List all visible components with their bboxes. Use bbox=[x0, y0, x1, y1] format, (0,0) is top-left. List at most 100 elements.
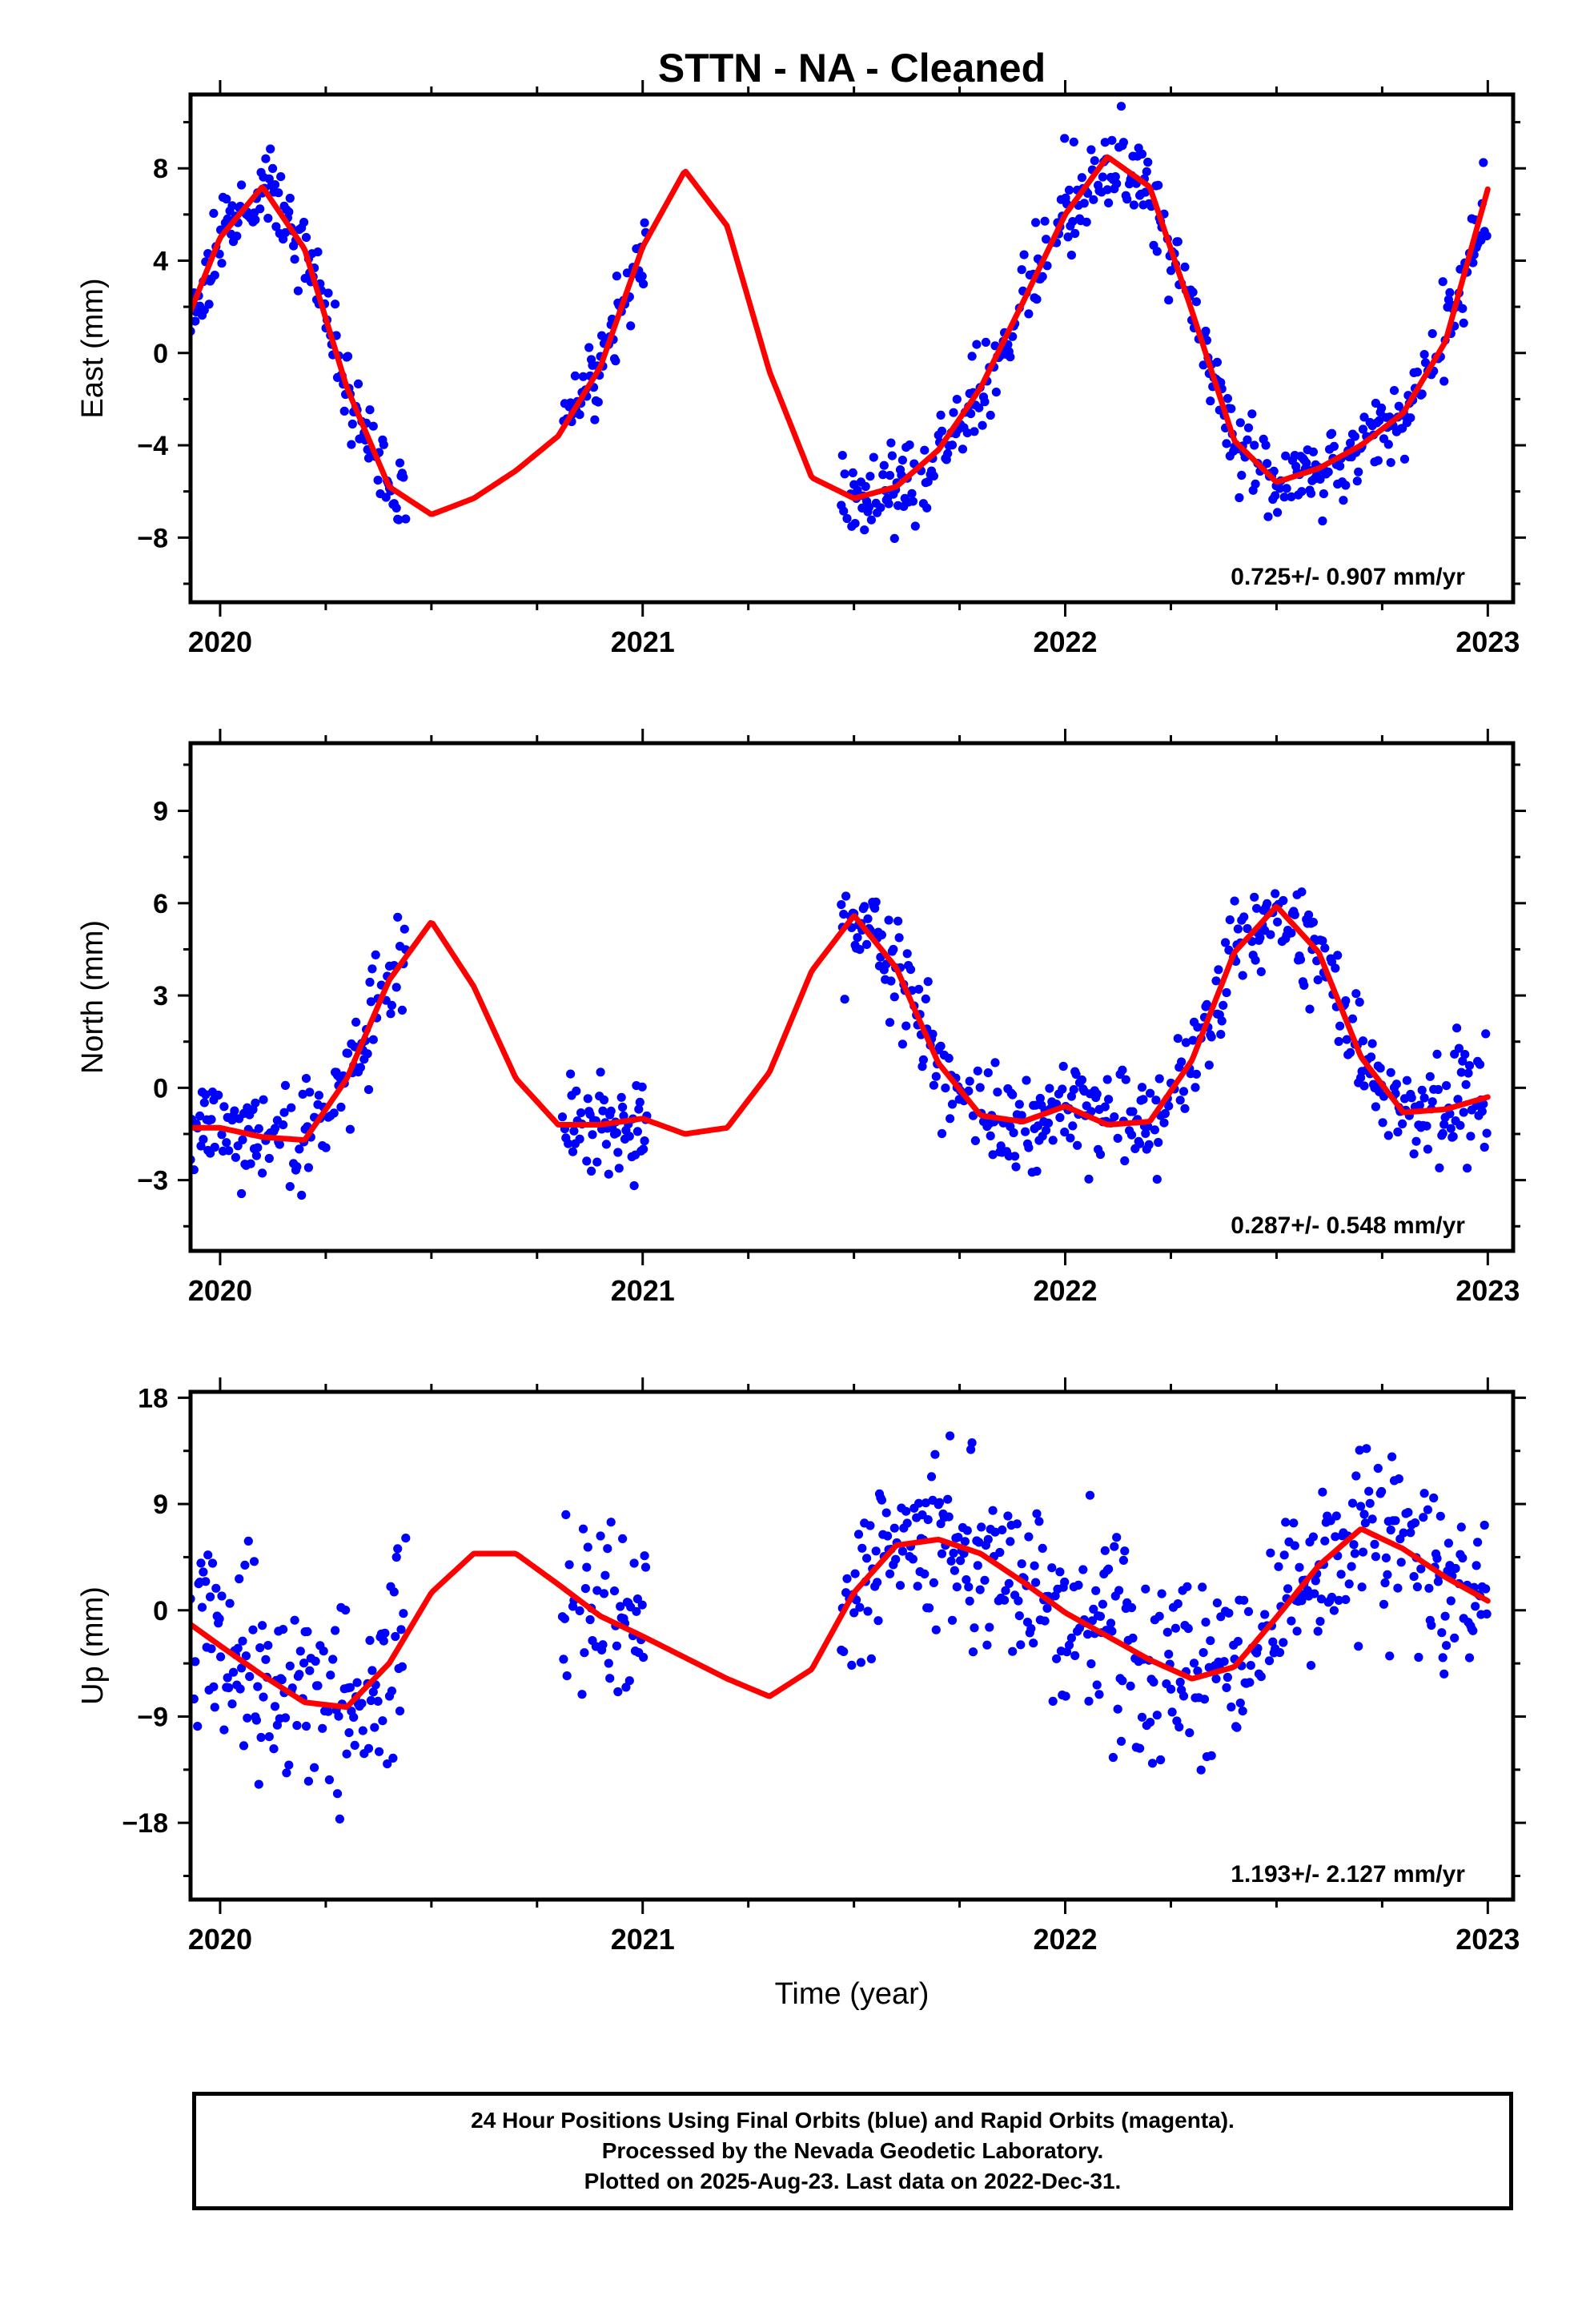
data-point bbox=[1048, 1696, 1058, 1706]
data-point bbox=[1466, 1132, 1476, 1141]
data-point bbox=[577, 1690, 587, 1699]
data-point bbox=[616, 1602, 625, 1611]
data-point bbox=[1341, 996, 1351, 1006]
data-point bbox=[1412, 1582, 1422, 1592]
data-point bbox=[227, 201, 237, 211]
data-point bbox=[255, 204, 265, 214]
data-point bbox=[1287, 1616, 1296, 1626]
data-point bbox=[280, 1713, 291, 1723]
data-point bbox=[1464, 1061, 1475, 1071]
data-point bbox=[1387, 1452, 1397, 1462]
data-point bbox=[1371, 1102, 1380, 1112]
data-point bbox=[1308, 447, 1318, 456]
data-point bbox=[222, 1138, 231, 1148]
data-point bbox=[1417, 1085, 1427, 1095]
data-point bbox=[314, 1091, 323, 1100]
data-point bbox=[1066, 1092, 1076, 1101]
data-point bbox=[279, 1625, 288, 1634]
data-point bbox=[1281, 1518, 1291, 1527]
data-point bbox=[1207, 1751, 1216, 1760]
plot-frame bbox=[188, 92, 1516, 605]
data-point bbox=[243, 1536, 253, 1546]
data-point bbox=[1006, 352, 1015, 362]
data-point bbox=[1251, 955, 1260, 965]
y-axis-label: Up (mm) bbox=[76, 1586, 110, 1705]
data-point bbox=[1238, 971, 1247, 980]
data-point bbox=[946, 1114, 955, 1124]
data-point bbox=[297, 1190, 307, 1200]
data-point bbox=[1141, 1128, 1150, 1138]
data-point bbox=[1383, 1131, 1393, 1140]
data-point bbox=[301, 232, 311, 243]
data-point bbox=[290, 1615, 299, 1625]
data-point bbox=[191, 1657, 200, 1667]
data-point bbox=[1095, 1149, 1106, 1160]
data-point bbox=[986, 1131, 995, 1140]
data-point bbox=[235, 1574, 244, 1584]
data-point bbox=[935, 1498, 945, 1507]
data-point bbox=[1362, 1444, 1371, 1454]
data-point bbox=[1311, 1576, 1320, 1586]
data-point bbox=[1354, 1642, 1363, 1651]
data-point bbox=[206, 1148, 215, 1158]
data-point bbox=[1204, 1060, 1214, 1070]
data-point bbox=[264, 1732, 274, 1742]
data-point bbox=[1098, 1599, 1107, 1609]
data-point bbox=[1235, 418, 1245, 428]
y-tick-label: 9 bbox=[153, 1490, 168, 1520]
data-point bbox=[1104, 1564, 1114, 1574]
data-point bbox=[1473, 1538, 1483, 1547]
data-point bbox=[894, 933, 904, 943]
data-point bbox=[1223, 1672, 1232, 1683]
data-point bbox=[866, 1654, 876, 1663]
data-point bbox=[217, 259, 227, 268]
data-point bbox=[578, 1524, 588, 1534]
data-point bbox=[395, 1707, 405, 1716]
data-point bbox=[613, 1148, 623, 1157]
data-point bbox=[1302, 458, 1311, 468]
data-point bbox=[865, 472, 875, 481]
data-point bbox=[970, 1623, 979, 1633]
data-point bbox=[1216, 1030, 1226, 1039]
caption-line-2: Processed by the Nevada Geodetic Laborat… bbox=[601, 2138, 1104, 2163]
data-point bbox=[1146, 1718, 1155, 1727]
data-point bbox=[1019, 250, 1029, 259]
data-point bbox=[1217, 1016, 1227, 1026]
data-point bbox=[259, 1095, 268, 1104]
data-point bbox=[889, 1523, 899, 1533]
data-point bbox=[1026, 1624, 1036, 1634]
data-point bbox=[1246, 1661, 1255, 1671]
data-point bbox=[1070, 1651, 1080, 1660]
data-point bbox=[637, 1082, 647, 1092]
data-point bbox=[606, 1518, 616, 1527]
data-point bbox=[575, 1606, 584, 1615]
x-tick-label: 2021 bbox=[611, 625, 675, 658]
data-point bbox=[902, 949, 912, 959]
data-point bbox=[1429, 1493, 1439, 1503]
data-point bbox=[1017, 1559, 1026, 1569]
data-point bbox=[1304, 910, 1314, 920]
data-point bbox=[612, 1641, 622, 1651]
data-point bbox=[876, 503, 885, 513]
data-point bbox=[1243, 423, 1254, 432]
data-point bbox=[201, 1090, 211, 1100]
data-point bbox=[1364, 1486, 1374, 1496]
data-point bbox=[978, 420, 987, 430]
data-point bbox=[842, 513, 852, 524]
data-point bbox=[1045, 1084, 1054, 1093]
data-point bbox=[284, 207, 294, 217]
data-point bbox=[598, 1640, 608, 1650]
data-point bbox=[219, 1725, 229, 1735]
data-point bbox=[1454, 1043, 1464, 1053]
data-point bbox=[1420, 358, 1431, 368]
data-point bbox=[1281, 451, 1291, 460]
data-point bbox=[877, 930, 886, 939]
data-point bbox=[399, 472, 408, 482]
data-point bbox=[1264, 1656, 1275, 1666]
data-point bbox=[321, 1143, 331, 1152]
data-point bbox=[237, 1188, 247, 1199]
data-point bbox=[1308, 1532, 1318, 1542]
data-point bbox=[1435, 1511, 1445, 1521]
data-point bbox=[1379, 1599, 1389, 1609]
data-point bbox=[583, 1542, 592, 1552]
